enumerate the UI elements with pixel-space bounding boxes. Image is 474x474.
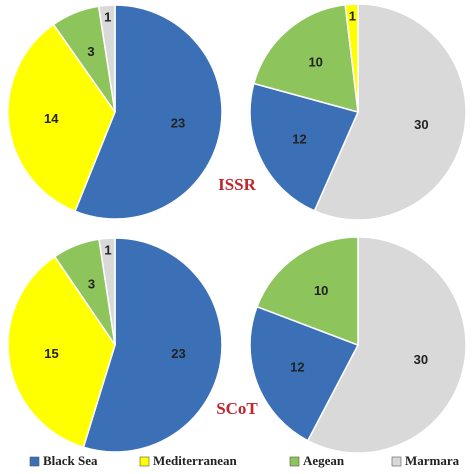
- row-label: ISSR: [218, 175, 257, 194]
- row-label: SCoT: [216, 399, 258, 418]
- slice-label: 3: [88, 277, 95, 292]
- slice-label: 30: [414, 352, 428, 367]
- pie-slice: [7, 255, 116, 449]
- slice-label: 10: [308, 54, 322, 69]
- slice-label: 12: [290, 359, 304, 374]
- slice-label: 14: [44, 111, 59, 126]
- slice-label: 23: [171, 116, 185, 131]
- pie-slice: [98, 237, 116, 346]
- legend-swatch: [29, 456, 40, 467]
- pie-slice: [7, 23, 116, 213]
- pie-slice: [313, 3, 467, 221]
- pie-slice: [252, 3, 359, 114]
- pie-slice: [306, 236, 467, 454]
- pie-slice: [249, 305, 360, 442]
- legend-label: Mediterranean: [153, 453, 238, 468]
- legend-swatch: [391, 456, 402, 467]
- pie-slice: [249, 82, 360, 212]
- slice-label: 1: [104, 10, 111, 25]
- pie-slice: [74, 4, 223, 220]
- slice-label: 30: [414, 117, 428, 132]
- legend-swatch: [289, 456, 300, 467]
- pie-slice: [97, 4, 116, 113]
- slice-label: 23: [171, 346, 185, 361]
- pie-slice: [82, 237, 223, 453]
- legend-swatch: [139, 456, 150, 467]
- pie-slice: [256, 236, 359, 347]
- legend-label: Marmara: [405, 453, 460, 468]
- pie-slice: [344, 3, 359, 113]
- slice-label: 1: [104, 243, 111, 258]
- legend-label: Black Sea: [43, 453, 98, 468]
- slice-label: 10: [314, 283, 328, 298]
- slice-label: 12: [292, 131, 306, 146]
- slice-label: 1: [349, 9, 356, 24]
- slice-label: 3: [87, 44, 94, 59]
- legend-label: Aegean: [303, 453, 345, 468]
- slice-label: 15: [44, 346, 58, 361]
